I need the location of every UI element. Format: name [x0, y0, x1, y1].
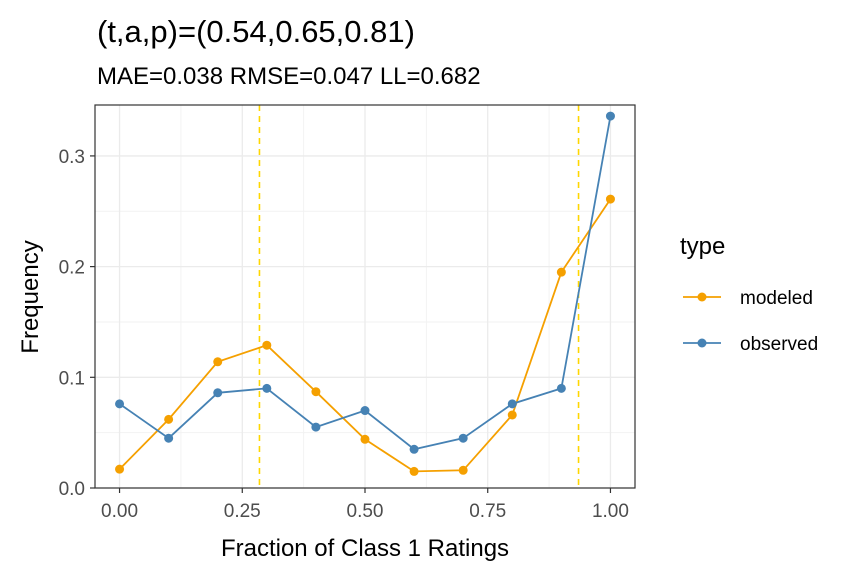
x-axis: 0.00 0.25 0.50 0.75 1.00 — [101, 488, 629, 522]
plot-panel — [94, 104, 636, 489]
x-tick-label: 0.75 — [469, 501, 506, 522]
y-axis-title: Frequency — [17, 240, 44, 353]
x-tick-label: 0.25 — [224, 501, 261, 522]
x-tick-label: 1.00 — [592, 501, 629, 522]
legend-key-point — [697, 292, 707, 302]
legend-title: type — [680, 233, 725, 260]
data-point-observed — [556, 383, 566, 393]
y-tick-label: 0.0 — [59, 479, 85, 500]
y-tick-label: 0.1 — [59, 368, 85, 389]
legend-key-point — [697, 338, 707, 348]
data-point-observed — [409, 444, 419, 454]
data-point-modeled — [458, 465, 468, 475]
y-tick-label: 0.2 — [59, 258, 85, 279]
data-point-observed — [458, 433, 468, 443]
chart-title: (t,a,p)=(0.54,0.65,0.81) — [97, 14, 415, 49]
legend-label-observed: observed — [740, 334, 818, 355]
data-point-observed — [213, 388, 223, 398]
data-point-modeled — [507, 410, 517, 420]
data-point-modeled — [360, 434, 370, 444]
legend-label-modeled: modeled — [740, 288, 813, 309]
data-point-modeled — [556, 267, 566, 277]
x-tick-label: 0.00 — [101, 501, 138, 522]
y-axis: 0.0 0.1 0.2 0.3 — [59, 147, 95, 500]
legend: type modeled observed — [680, 233, 818, 355]
x-tick-label: 0.50 — [347, 501, 384, 522]
data-point-observed — [311, 422, 321, 432]
data-point-observed — [164, 433, 174, 443]
x-axis-title: Fraction of Class 1 Ratings — [221, 535, 509, 562]
data-point-observed — [605, 111, 615, 121]
data-point-modeled — [213, 357, 223, 367]
data-point-observed — [507, 399, 517, 409]
grid-major — [95, 105, 635, 489]
data-point-observed — [115, 399, 125, 409]
data-point-observed — [360, 406, 370, 416]
data-point-modeled — [605, 194, 615, 204]
data-point-observed — [262, 383, 272, 393]
y-tick-label: 0.3 — [59, 147, 85, 168]
data-point-modeled — [115, 464, 125, 474]
series-layer — [115, 111, 615, 476]
chart-subtitle: MAE=0.038 RMSE=0.047 LL=0.682 — [97, 63, 481, 90]
data-point-modeled — [164, 414, 174, 424]
data-point-modeled — [311, 387, 321, 397]
data-point-modeled — [409, 466, 419, 476]
data-point-modeled — [262, 340, 272, 350]
